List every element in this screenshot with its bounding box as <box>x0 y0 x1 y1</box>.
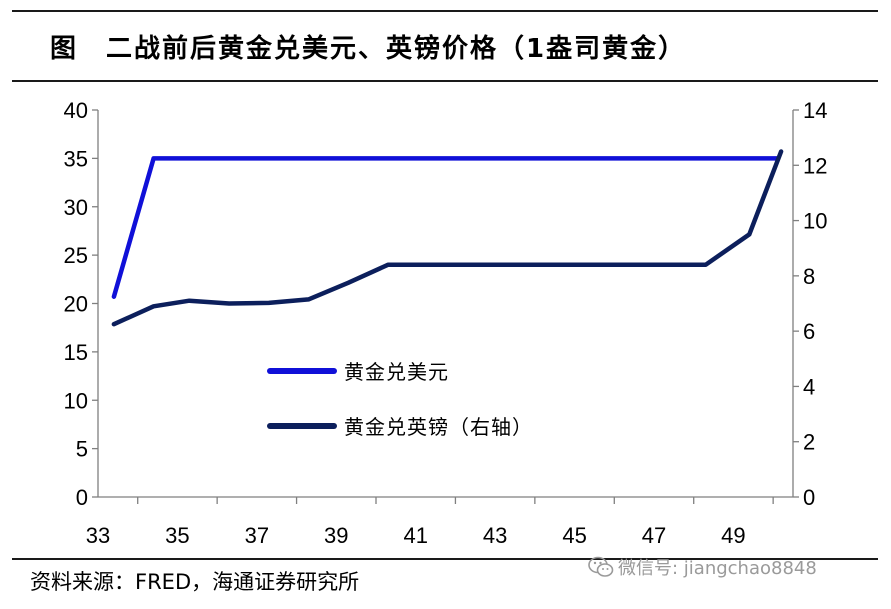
left-tick-label: 15 <box>64 340 88 365</box>
left-tick-label: 30 <box>64 195 88 220</box>
chart-series <box>111 149 784 327</box>
watermark: 微信号: jiangchao8848 <box>588 554 817 580</box>
x-tick-label: 45 <box>562 523 586 548</box>
source-top-rule <box>12 558 878 560</box>
wechat-icon <box>588 556 614 577</box>
tick-labels: 0 5 10 15 20 25 30 35 40 0 2 4 6 8 10 12 14 33 35 37 39 41 43 4… <box>64 98 828 548</box>
left-tick-label: 10 <box>64 388 88 413</box>
left-tick-label: 20 <box>64 292 88 317</box>
x-tick-label: 35 <box>165 523 189 548</box>
right-tick-label: 4 <box>803 374 815 399</box>
x-tick-label: 47 <box>642 523 666 548</box>
right-tick-label: 10 <box>803 209 827 234</box>
x-tick-label: 33 <box>86 523 110 548</box>
left-tick-label: 40 <box>64 98 88 123</box>
x-tick-label: 41 <box>403 523 427 548</box>
legend-label-2: 黄金兑英镑（右轴） <box>344 415 533 439</box>
right-tick-label: 14 <box>803 98 827 123</box>
chart-axes <box>92 109 799 504</box>
series-line-1 <box>111 156 780 299</box>
x-tick-label: 49 <box>721 523 745 548</box>
title-top-rule <box>12 10 878 12</box>
right-tick-label: 8 <box>803 264 815 289</box>
x-tick-label: 39 <box>324 523 348 548</box>
watermark-text: 微信号: jiangchao8848 <box>618 558 817 579</box>
series-line-2 <box>111 149 784 327</box>
title-bottom-rule <box>12 80 878 82</box>
right-tick-label: 12 <box>803 153 827 178</box>
x-tick-label: 37 <box>245 523 269 548</box>
legend-label-1: 黄金兑美元 <box>344 360 449 384</box>
left-tick-label: 0 <box>76 485 88 510</box>
left-tick-label: 5 <box>76 437 88 462</box>
right-tick-label: 0 <box>803 485 815 510</box>
chart: 0 5 10 15 20 25 30 35 40 0 2 4 6 8 10 12 14 33 35 37 39 41 43 4… <box>64 98 828 548</box>
right-tick-label: 2 <box>803 430 815 455</box>
chart-title: 图 二战前后黄金兑美元、英镑价格（1盎司黄金） <box>50 34 687 64</box>
source-note: 资料来源：FRED，海通证券研究所 <box>30 570 360 594</box>
right-tick-label: 6 <box>803 319 815 344</box>
x-tick-label: 43 <box>483 523 507 548</box>
left-tick-label: 25 <box>64 243 88 268</box>
left-tick-label: 35 <box>64 146 88 171</box>
